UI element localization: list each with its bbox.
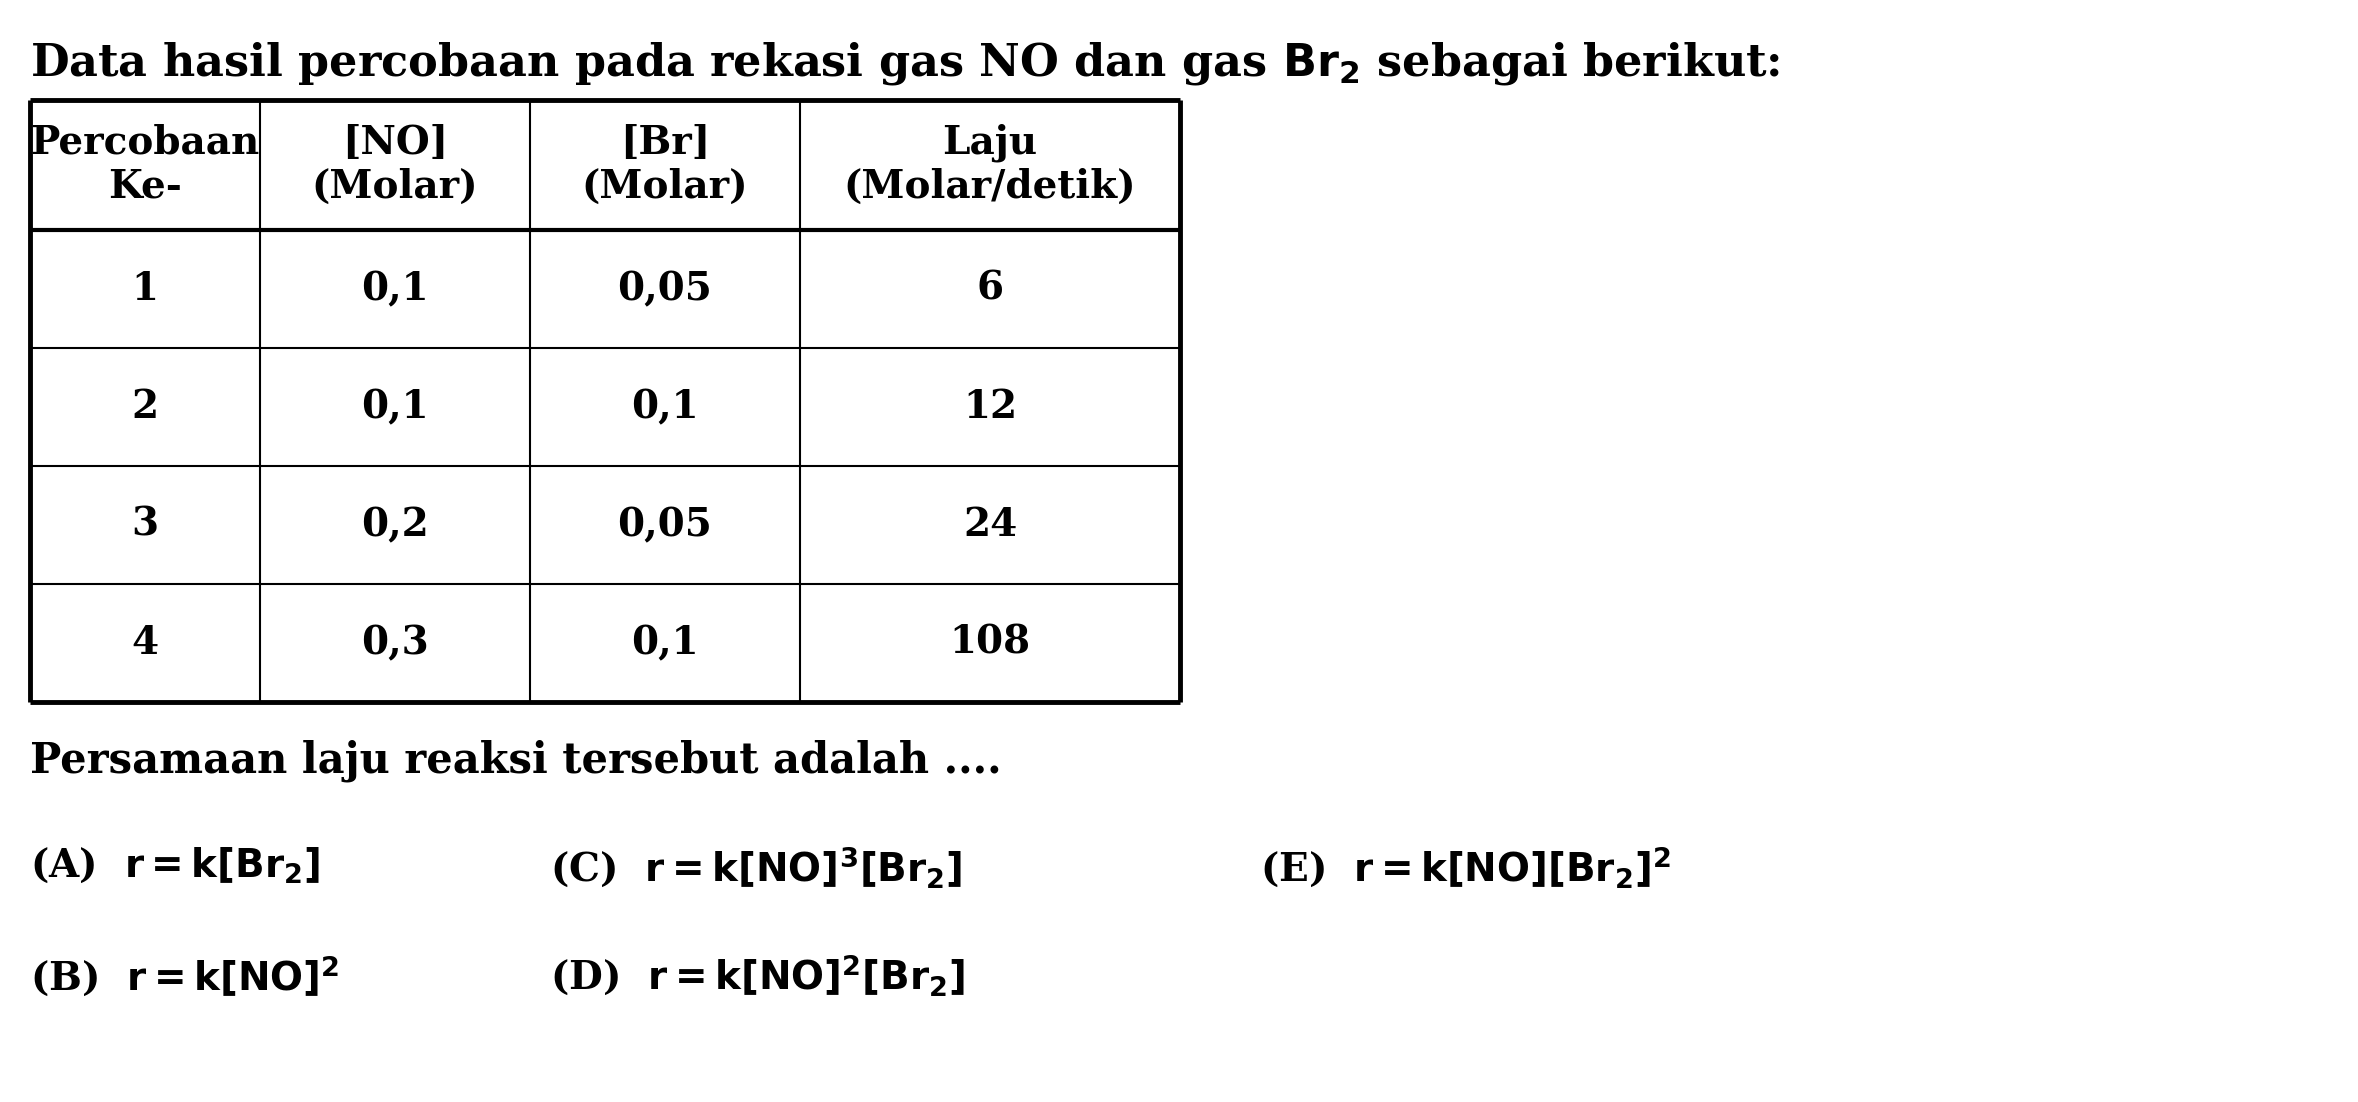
Text: (B)  $\mathbf{r = k[NO]^2}$: (B) $\mathbf{r = k[NO]^2}$ — [31, 953, 340, 998]
Text: (D)  $\mathbf{r = k[NO]^2[Br_2]}$: (D) $\mathbf{r = k[NO]^2[Br_2]}$ — [549, 953, 964, 998]
Text: 2: 2 — [132, 388, 158, 426]
Text: 0,1: 0,1 — [361, 270, 429, 307]
Text: Percobaan
Ke-: Percobaan Ke- — [31, 125, 259, 206]
Text: 108: 108 — [950, 624, 1030, 662]
Text: 0,05: 0,05 — [618, 506, 712, 544]
Text: 0,3: 0,3 — [361, 624, 429, 662]
Text: Laju
(Molar/detik): Laju (Molar/detik) — [844, 123, 1137, 206]
Text: 0,1: 0,1 — [632, 624, 698, 662]
Text: 0,1: 0,1 — [361, 388, 429, 426]
Text: Persamaan laju reaksi tersebut adalah ....: Persamaan laju reaksi tersebut adalah ..… — [31, 741, 1002, 782]
Text: 0,2: 0,2 — [361, 506, 429, 544]
Text: 0,1: 0,1 — [632, 388, 698, 426]
Text: 0,05: 0,05 — [618, 270, 712, 307]
Text: [NO]
(Molar): [NO] (Molar) — [311, 125, 479, 206]
Text: 3: 3 — [132, 506, 158, 544]
Text: (A)  $\mathbf{r = k[Br_2]}$: (A) $\mathbf{r = k[Br_2]}$ — [31, 845, 321, 885]
Text: (E)  $\mathbf{r = k[NO][Br_2]^2}$: (E) $\mathbf{r = k[NO][Br_2]^2}$ — [1259, 845, 1672, 890]
Text: 4: 4 — [132, 624, 158, 662]
Text: 1: 1 — [132, 270, 158, 307]
Text: (C)  $\mathbf{r = k[NO]^3[Br_2]}$: (C) $\mathbf{r = k[NO]^3[Br_2]}$ — [549, 845, 962, 890]
Text: Data hasil percobaan pada rekasi gas NO dan gas $\mathbf{Br_2}$ sebagai berikut:: Data hasil percobaan pada rekasi gas NO … — [31, 40, 1780, 87]
Text: 12: 12 — [962, 388, 1016, 426]
Text: 6: 6 — [976, 270, 1005, 307]
Text: 24: 24 — [962, 506, 1016, 544]
Text: [Br]
(Molar): [Br] (Molar) — [582, 125, 747, 206]
